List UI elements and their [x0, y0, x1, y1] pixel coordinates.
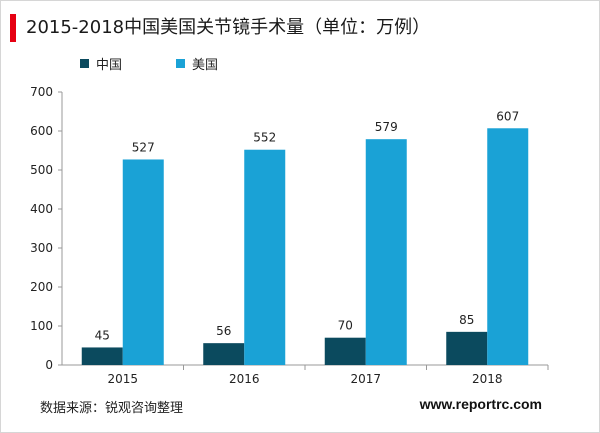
legend-item-china: 中国 — [80, 54, 122, 73]
x-tick-label: 2017 — [350, 372, 381, 386]
y-tick-label: 0 — [45, 358, 53, 372]
y-tick-label: 600 — [30, 124, 53, 138]
data-label-china: 85 — [459, 313, 474, 327]
legend: 中国 美国 — [80, 54, 218, 73]
y-tick-label: 300 — [30, 241, 53, 255]
bar-china — [324, 337, 366, 365]
data-label-china: 45 — [95, 328, 110, 342]
bar-china — [203, 343, 245, 365]
y-tick-label: 700 — [30, 85, 53, 99]
bar-usa — [365, 139, 407, 365]
data-label-usa: 579 — [375, 120, 398, 134]
bar-usa — [487, 128, 529, 365]
legend-swatch-usa — [176, 59, 186, 68]
title-accent-bar — [10, 14, 16, 42]
y-tick-label: 200 — [30, 280, 53, 294]
legend-swatch-china — [80, 59, 89, 68]
data-label-china: 70 — [338, 319, 353, 333]
y-tick-label: 100 — [30, 319, 53, 333]
legend-item-usa: 美国 — [176, 54, 218, 73]
data-label-usa: 552 — [253, 131, 276, 145]
data-label-usa: 607 — [496, 109, 519, 123]
x-tick-label: 2015 — [107, 372, 138, 386]
bar-usa — [244, 149, 286, 365]
x-tick-label: 2018 — [472, 372, 503, 386]
data-label-usa: 527 — [132, 140, 155, 154]
bar-china — [81, 347, 123, 365]
chart-title: 2015-2018中国美国关节镜手术量（单位：万例） — [26, 17, 431, 38]
y-tick-label: 400 — [30, 202, 53, 216]
bar-china — [446, 331, 488, 365]
x-tick-label: 2016 — [229, 372, 260, 386]
bar-usa — [122, 159, 164, 365]
data-source: 数据来源：锐观咨询整理 — [40, 401, 184, 416]
brand-url: www.reportrc.com — [419, 396, 542, 412]
legend-label-china: 中国 — [96, 58, 123, 73]
legend-label-usa: 美国 — [192, 58, 219, 73]
data-label-china: 56 — [216, 324, 231, 338]
y-tick-label: 500 — [30, 163, 53, 177]
